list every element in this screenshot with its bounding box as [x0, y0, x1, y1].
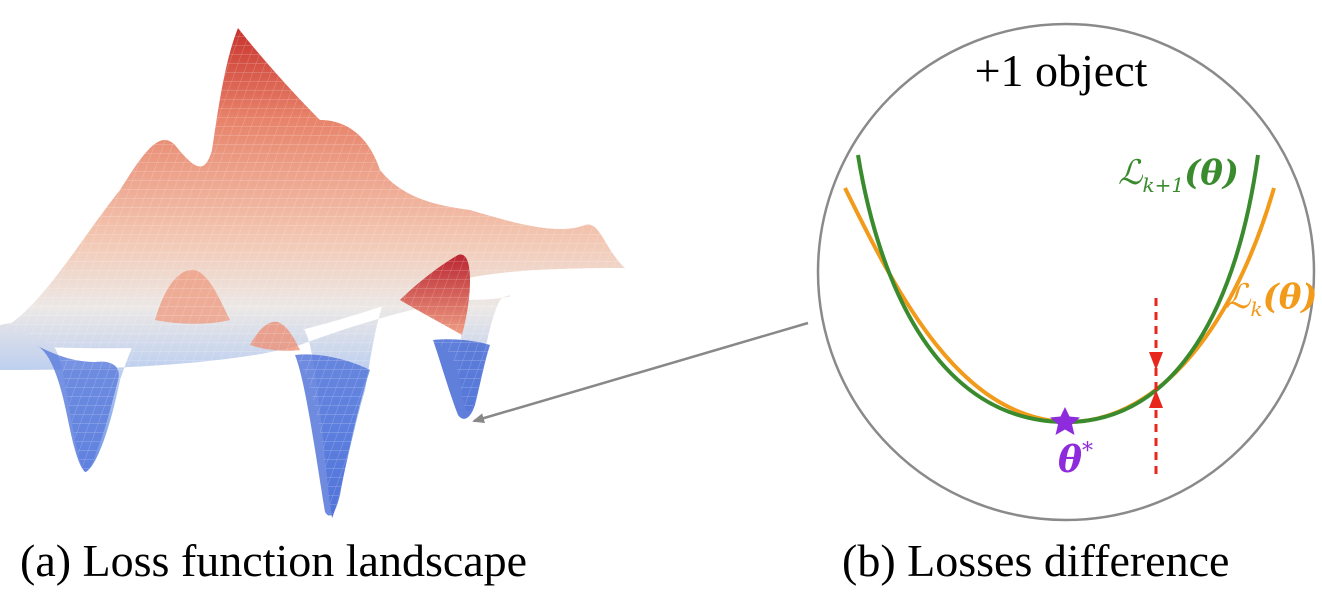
- gap-arrow-down: [1149, 352, 1163, 370]
- gap-arrow-up: [1149, 390, 1163, 408]
- label-optimum-main: θ: [1058, 439, 1082, 481]
- inset-circle: [816, 22, 1316, 522]
- label-optimum: θ*: [1058, 439, 1093, 481]
- label-loss-k-plus-1-arg: (θ): [1184, 153, 1239, 193]
- label-optimum-sup: *: [1082, 439, 1093, 464]
- label-loss-k-arg: (θ): [1263, 277, 1318, 317]
- label-loss-k-plus-1-main: ℒ: [1118, 153, 1144, 193]
- caption-panel-b: (b) Losses difference: [842, 535, 1230, 586]
- label-loss-k: ℒk(θ): [1226, 277, 1317, 321]
- loss-landscape-surface: [0, 28, 625, 518]
- label-loss-k-main: ℒ: [1226, 277, 1252, 317]
- landscape-mesh: [0, 28, 625, 518]
- label-loss-k-plus-1: ℒk+1(θ): [1118, 153, 1239, 197]
- label-loss-k-plus-1-sub: k+1: [1143, 173, 1185, 197]
- label-loss-k-sub: k: [1251, 297, 1263, 321]
- zoom-pointer-arrow: [472, 321, 809, 423]
- optimum-star-icon: [1050, 407, 1080, 435]
- inset-title: +1 object: [975, 45, 1148, 96]
- losses-difference-inset: +1 object ℒk+1(θ) ℒk(θ) θ*: [816, 22, 1317, 522]
- caption-panel-a: (a) Loss function landscape: [20, 535, 528, 586]
